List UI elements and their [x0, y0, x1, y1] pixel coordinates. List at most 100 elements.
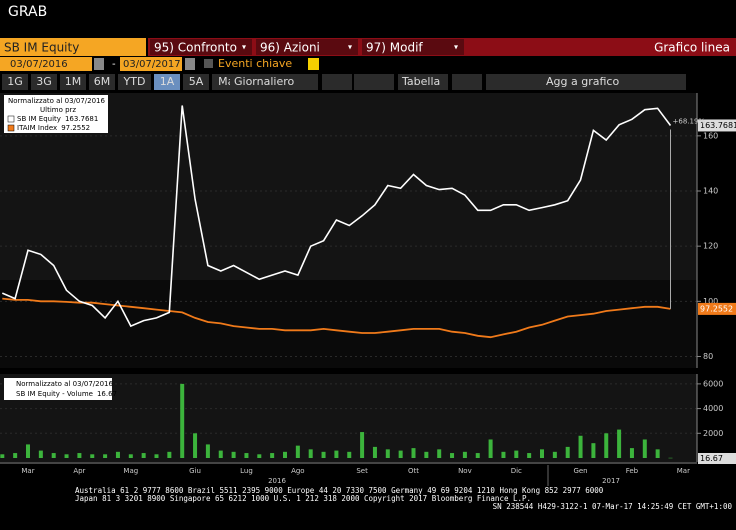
period-button[interactable] — [154, 74, 180, 90]
period-label: 1A — [160, 75, 175, 88]
period-label: 1M — [65, 75, 82, 88]
footer-line: SN 238544 H429-3122-1 07-Mar-17 14:25:49… — [493, 502, 733, 511]
volume-bar — [540, 449, 544, 458]
x-tick-label: Dic — [511, 467, 522, 475]
volume-bar — [141, 453, 146, 458]
events-checkbox[interactable] — [204, 59, 213, 68]
period-button[interactable] — [89, 74, 115, 90]
frequency-select[interactable] — [230, 74, 318, 90]
volume-bar — [655, 449, 660, 458]
volume-bar — [308, 449, 313, 458]
legend-value: 163.7681 — [65, 115, 98, 123]
volume-bar — [295, 445, 300, 458]
volume-bar — [0, 454, 5, 458]
volume-bar — [360, 432, 365, 458]
last-value-label: 16.67 — [700, 454, 723, 463]
period-button[interactable] — [60, 74, 86, 90]
volume-bar — [424, 451, 429, 458]
volume-bar — [617, 429, 622, 458]
menu-button[interactable] — [362, 39, 464, 55]
volume-bar — [462, 451, 467, 458]
legend-name: SB IM Equity — [17, 115, 61, 123]
volume-bar — [115, 451, 120, 458]
x-tick-label: Gen — [573, 467, 587, 475]
volume-bar — [552, 451, 557, 458]
dropdown-arrow: ▾ — [348, 43, 352, 52]
volume-bar — [321, 451, 326, 458]
add-button[interactable] — [486, 74, 686, 90]
legend-value: 97.2552 — [61, 124, 90, 132]
period-button[interactable] — [2, 74, 28, 90]
x-tick-label: Mag — [123, 467, 138, 475]
legend-entry: SB IM Equity 163.7681 — [17, 115, 98, 123]
security-field[interactable] — [0, 38, 146, 56]
period-label: 6M — [94, 75, 111, 88]
change-annotation: +68.19% — [673, 117, 706, 125]
calendar-icon[interactable] — [185, 58, 195, 70]
volume-bar — [604, 433, 609, 458]
chart-type: Grafico linea — [654, 41, 730, 55]
price-band — [0, 280, 697, 368]
legend-swatch — [7, 124, 15, 132]
legend-entry: ITAIM Index 97.2552 — [17, 124, 90, 132]
volume-bar — [629, 448, 634, 458]
volume-bar — [488, 439, 493, 458]
volume-bar — [103, 454, 108, 458]
volume-bar — [372, 446, 377, 458]
last-value-box — [698, 119, 736, 132]
volume-bar — [578, 435, 583, 458]
volume-bar — [257, 454, 262, 458]
table-button[interactable] — [398, 74, 448, 90]
y-tick-label: 160 — [703, 131, 718, 140]
volume-bar — [154, 454, 159, 458]
legend-title: Normalizzato al 03/07/2016 — [8, 97, 106, 105]
x-tick-label: Feb — [626, 467, 639, 475]
legend-entry: SB IM Equity - Volume 16.67 — [16, 390, 117, 398]
period-label: 1G — [7, 75, 23, 88]
y-tick-label: 4000 — [703, 404, 723, 413]
volume-bar — [437, 449, 442, 458]
period-button[interactable] — [118, 74, 151, 90]
volume-bar — [51, 453, 56, 458]
x-tick-label: Nov — [458, 467, 472, 475]
volume-bar — [77, 453, 82, 458]
y-tick-label: 140 — [703, 187, 718, 196]
volume-bar — [38, 450, 43, 458]
volume-bar — [13, 453, 18, 458]
volume-bar — [64, 454, 69, 458]
last-value-label: 97.2552 — [700, 304, 733, 313]
volume-bar — [591, 443, 596, 458]
x-tick-label: Giu — [189, 467, 201, 475]
menu-button[interactable] — [256, 39, 358, 55]
volume-bar — [527, 453, 532, 458]
menu-button-label: 97) Modif — [366, 41, 423, 55]
calendar-icon[interactable] — [94, 58, 104, 70]
volume-bar — [668, 457, 673, 459]
legend-box — [4, 95, 108, 133]
volume-bar — [334, 450, 339, 458]
volume-bar — [565, 446, 570, 458]
menu-button[interactable] — [150, 39, 252, 55]
chart-icon-button[interactable] — [322, 74, 352, 90]
y-tick-label: 120 — [703, 242, 718, 251]
x-tick-label: Mar — [21, 467, 34, 475]
info-icon[interactable] — [308, 58, 319, 70]
x-tick-label: Mar — [677, 467, 690, 475]
volume-bar — [167, 451, 172, 458]
volume-bar — [193, 433, 198, 458]
legend-title: Normalizzato al 03/07/2016 — [16, 380, 114, 388]
candle-icon-button[interactable] — [354, 74, 394, 90]
volume-bar — [90, 454, 95, 458]
volume-bar — [244, 453, 249, 458]
volume-bar — [283, 451, 287, 458]
collapse-button[interactable] — [452, 74, 482, 90]
y-tick-label: 2000 — [703, 429, 723, 438]
period-button[interactable] — [31, 74, 57, 90]
volume-bar — [231, 451, 236, 458]
period-button[interactable] — [183, 74, 209, 90]
y-tick-label: 80 — [703, 352, 713, 361]
start-date-field[interactable] — [0, 57, 92, 71]
x-tick-label: Ott — [408, 467, 419, 475]
end-date-field[interactable] — [120, 57, 182, 71]
